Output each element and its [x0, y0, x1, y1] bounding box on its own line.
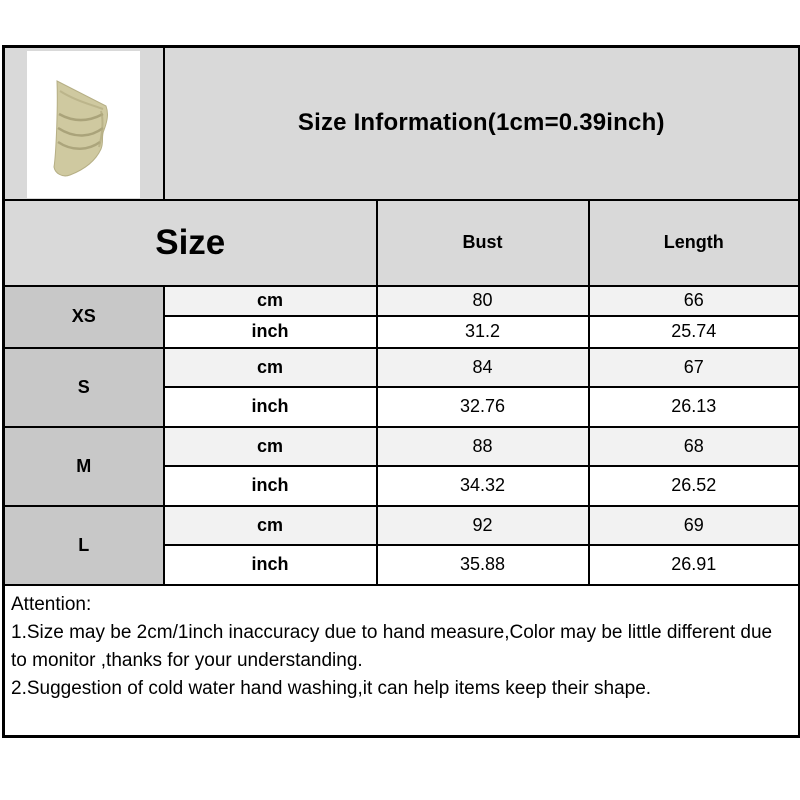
- bust-header-cell: Bust: [375, 198, 590, 287]
- length-value-inch: 26.13: [587, 385, 800, 428]
- length-value-cm: 67: [587, 346, 800, 388]
- attention-note: Attention: 1.Size may be 2cm/1inch inacc…: [2, 583, 800, 738]
- bust-value-inch: 31.2: [375, 314, 590, 349]
- table-row-s-cm: S cm 84 67: [2, 346, 800, 428]
- length-value-cm: 68: [587, 425, 800, 467]
- attention-line-2: 2.Suggestion of cold water hand washing,…: [11, 677, 652, 699]
- product-image-cell: [2, 45, 165, 201]
- bust-value-cm: 92: [375, 504, 590, 546]
- product-image: [27, 50, 141, 198]
- unit-cell-cm: cm: [162, 425, 378, 467]
- unit-cell-cm: cm: [162, 284, 378, 317]
- size-cell-m: M: [2, 425, 165, 507]
- unit-cell-cm: cm: [162, 346, 378, 388]
- table-row-m-cm: M cm 88 68: [2, 425, 800, 507]
- length-value-cm: 69: [587, 504, 800, 546]
- page-title: Size Information(1cm=0.39inch): [162, 45, 800, 201]
- unit-cell-cm: cm: [162, 504, 378, 546]
- size-cell-xs: XS: [2, 284, 165, 349]
- table-row-xs-inch: inch 31.2 25.74: [4, 314, 800, 349]
- table-row-m-inch: inch 34.32 26.52: [4, 464, 800, 507]
- length-value-inch: 25.74: [587, 314, 800, 349]
- bust-value-inch: 32.76: [375, 385, 590, 428]
- bust-value-cm: 88: [375, 425, 590, 467]
- bust-value-cm: 80: [375, 284, 590, 317]
- bust-value-inch: 35.88: [375, 543, 590, 586]
- attention-heading: Attention:: [11, 593, 92, 615]
- table-row-l-inch: inch 35.88 26.91: [4, 543, 800, 586]
- size-cell-s: S: [2, 346, 165, 428]
- length-value-inch: 26.52: [587, 464, 800, 507]
- size-cell-l: L: [2, 504, 165, 586]
- table-row-s-inch: inch 32.76 26.13: [4, 385, 800, 428]
- attention-line-1: 1.Size may be 2cm/1inch inaccuracy due t…: [11, 621, 773, 671]
- size-header-cell: Size: [2, 198, 378, 287]
- bust-value-inch: 34.32: [375, 464, 590, 507]
- length-header-cell: Length: [587, 198, 800, 287]
- size-chart-table: Size Information(1cm=0.39inch) Size Bust…: [2, 45, 800, 738]
- garment-icon: [53, 79, 109, 177]
- title-row: Size Information(1cm=0.39inch): [2, 45, 800, 201]
- bust-value-cm: 84: [375, 346, 590, 388]
- unit-cell-inch: inch: [162, 385, 378, 428]
- unit-cell-inch: inch: [162, 314, 378, 349]
- length-value-cm: 66: [587, 284, 800, 317]
- attention-row: Attention: 1.Size may be 2cm/1inch inacc…: [2, 583, 800, 738]
- unit-cell-inch: inch: [162, 464, 378, 507]
- unit-cell-inch: inch: [162, 543, 378, 586]
- table-row-l-cm: L cm 92 69: [2, 504, 800, 586]
- header-row: Size Bust Length: [2, 198, 800, 287]
- table-row-xs-cm: XS cm 80 66: [2, 284, 800, 349]
- length-value-inch: 26.91: [587, 543, 800, 586]
